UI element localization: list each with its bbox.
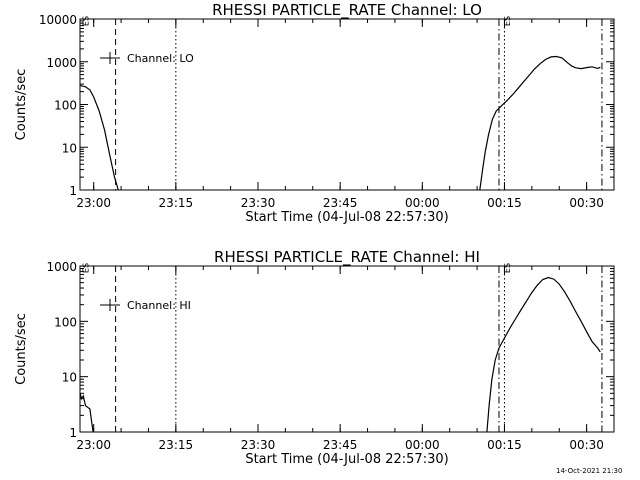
x-tick-label: 23:15	[159, 196, 194, 210]
x-axis-label: Start Time (04-Jul-08 22:57:30)	[245, 452, 448, 467]
timestamp-label: 14-Oct-2021 21:30	[556, 467, 623, 475]
x-tick-label: 23:30	[241, 438, 276, 452]
x-tick-label: 00:30	[569, 438, 604, 452]
legend-label: Channel: HI	[127, 299, 191, 312]
flag-label: ES	[81, 263, 90, 273]
y-tick-label: 10000	[39, 13, 77, 27]
y-tick-label: 10	[62, 371, 77, 385]
y-tick-label: 1000	[46, 260, 77, 274]
series-line	[80, 84, 119, 190]
series-line	[486, 276, 601, 432]
y-tick-label: 1000	[46, 56, 77, 70]
series-line	[479, 55, 601, 190]
y-tick-label: 1	[69, 184, 77, 198]
flag-label: ES	[503, 16, 512, 26]
y-tick-label: 1	[69, 426, 77, 440]
y-tick-label: 100	[54, 315, 77, 329]
series-line	[80, 393, 94, 432]
flag-label: ES	[503, 263, 512, 273]
x-tick-label: 23:00	[76, 438, 111, 452]
y-tick-label: 10	[62, 141, 77, 155]
y-axis-label: Counts/sec	[14, 313, 29, 385]
x-tick-label: 23:30	[241, 196, 276, 210]
y-axis-label: Counts/sec	[14, 69, 29, 141]
x-tick-label: 23:45	[323, 196, 358, 210]
plot-frame	[79, 18, 615, 191]
x-tick-label: 23:45	[323, 438, 358, 452]
chart-title: RHESSI PARTICLE_RATE Channel: LO	[212, 1, 482, 20]
y-tick-label: 100	[54, 99, 77, 113]
x-tick-label: 00:00	[405, 438, 440, 452]
legend-label: Channel: LO	[127, 52, 194, 65]
x-tick-label: 00:15	[487, 196, 522, 210]
flag-label: ES	[81, 16, 90, 26]
x-tick-label: 00:30	[569, 196, 604, 210]
x-tick-label: 00:00	[405, 196, 440, 210]
chart-title: RHESSI PARTICLE_RATE Channel: HI	[214, 248, 480, 267]
x-tick-label: 00:15	[487, 438, 522, 452]
x-tick-label: 23:00	[76, 196, 111, 210]
plot-frame	[79, 265, 615, 433]
x-axis-label: Start Time (04-Jul-08 22:57:30)	[245, 210, 448, 225]
x-tick-label: 23:15	[159, 438, 194, 452]
